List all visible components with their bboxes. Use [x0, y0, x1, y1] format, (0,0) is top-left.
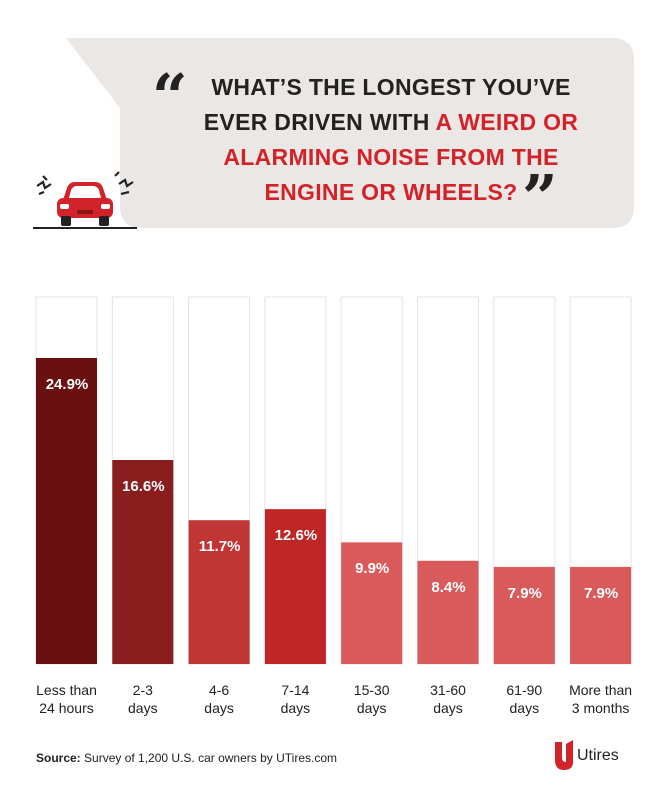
category-label: 2-3 days [105, 681, 181, 717]
close-quote-icon: ” [522, 161, 558, 234]
category-label-line: days [509, 700, 540, 716]
data-label: 9.9% [355, 560, 390, 578]
category-label-line: Less than [36, 682, 97, 698]
bar [570, 566, 632, 664]
category-label-line: 15-30 [353, 682, 390, 698]
source-note: Source: Survey of 1,200 U.S. car owners … [36, 751, 337, 765]
category-label: More than 3 months [563, 681, 639, 717]
category-label: 15-30 days [334, 681, 410, 717]
title-text: WHAT’S THE LONGEST YOU’VE EVER DRIVEN WI… [203, 74, 571, 135]
car-icon [33, 170, 137, 232]
open-quote-icon: “ [152, 60, 188, 133]
category-label-line: days [280, 700, 311, 716]
speech-bubble [32, 38, 634, 228]
page-title: WHAT’S THE LONGEST YOU’VE EVER DRIVEN WI… [196, 70, 586, 210]
category-label-line: More than [569, 682, 633, 698]
bar [493, 566, 555, 664]
bar [36, 358, 97, 664]
data-label: 7.9% [507, 584, 542, 602]
title-highlight: A WEIRD OR ALARMING NOISE FROM THE ENGIN… [223, 109, 579, 205]
category-label-line: 7-14 [281, 682, 310, 698]
category-label-line: days [433, 700, 463, 716]
data-label: 16.6% [122, 478, 165, 495]
category-label-line: 3 months [571, 700, 630, 716]
category-label: Less than 24 hours [29, 681, 105, 717]
utires-logo: Utires [553, 740, 639, 772]
data-label: 24.9% [45, 376, 89, 393]
category-label-line: days [204, 700, 234, 716]
bar [188, 520, 250, 664]
category-label: 31-60 days [410, 681, 486, 717]
category-label-line: 2-3 [132, 682, 153, 698]
utires-logo-icon [555, 740, 573, 770]
bar [112, 460, 174, 664]
bar [341, 542, 403, 664]
noise-mark-icon [118, 178, 134, 188]
category-label: 7-14 days [257, 681, 333, 717]
logo-text: Utires [577, 747, 619, 764]
bar [264, 509, 326, 664]
category-label-line: days [356, 700, 387, 716]
category-label: 4-6 days [181, 681, 257, 717]
speech-bubble-shape [66, 38, 634, 228]
data-label: 7.9% [583, 584, 619, 602]
category-label-line: 24 hours [39, 700, 94, 716]
category-label: 61-90 days [486, 681, 562, 717]
category-label-line: 4-6 [208, 682, 230, 698]
data-label: 11.7% [198, 538, 241, 556]
source-text: Survey of 1,200 U.S. car owners by UTire… [80, 751, 337, 765]
data-label: 12.6% [274, 527, 318, 545]
category-label-line: 61-90 [506, 682, 543, 698]
noise-mark-icon [36, 180, 52, 190]
category-label-line: days [128, 700, 158, 716]
data-label: 8.4% [431, 578, 466, 596]
category-label-line: 31-60 [430, 682, 466, 698]
bar [417, 560, 479, 664]
source-label: Source: [36, 751, 81, 765]
